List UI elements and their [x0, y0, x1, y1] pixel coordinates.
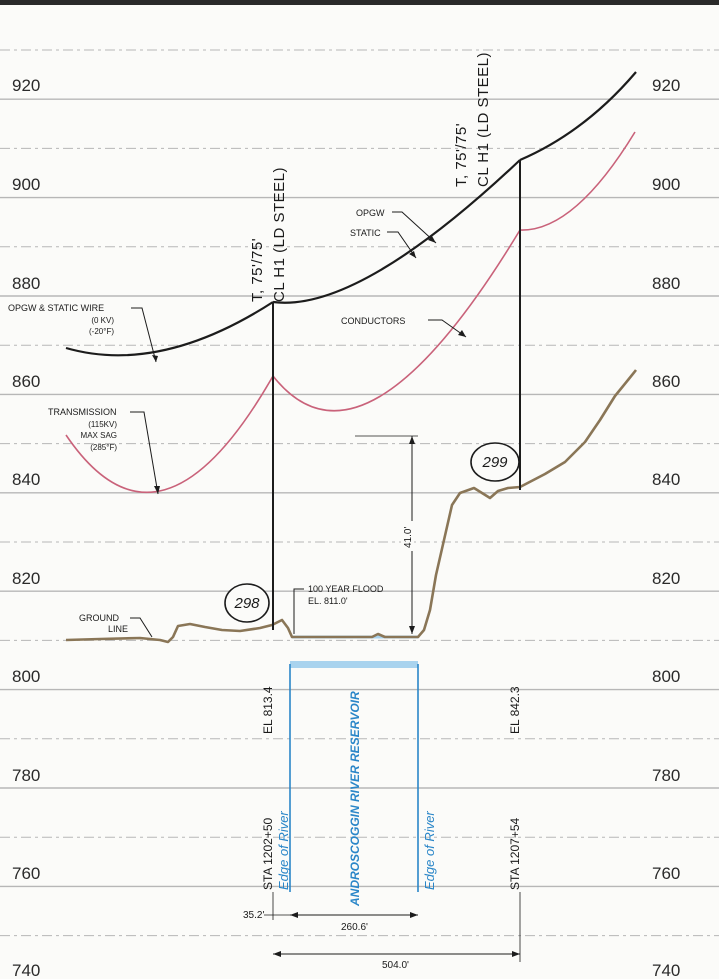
elev-left-860: 860: [12, 372, 40, 391]
tower-298-station: STA 1202+50 EL 813.4: [261, 686, 275, 890]
conductors-text: CONDUCTORS: [341, 316, 405, 326]
river-width-value: 260.6': [341, 922, 368, 933]
static-text: STATIC: [350, 228, 381, 238]
grid-lines: [0, 49, 719, 937]
elev-left-800: 800: [12, 667, 40, 686]
elev-right-840: 840: [652, 470, 680, 489]
transmission-title: TRANSMISSION: [48, 407, 117, 417]
flood-title: 100 YEAR FLOOD: [308, 584, 384, 594]
opgw-static-wire-temp: (-20°F): [89, 327, 114, 336]
span-value: 504.0': [382, 960, 409, 971]
conductors-callout: CONDUCTORS: [341, 316, 467, 338]
ground-line: [65, 369, 638, 644]
elev-left-780: 780: [12, 766, 40, 785]
tower-298-label: T, 75'/75' CL H1 (LD STEEL): [249, 167, 288, 302]
opgw-span-middle: [272, 159, 521, 304]
structure-298-circle: [224, 583, 270, 623]
opgw-static-wire-callout: OPGW & STATIC WIRE (0 KV) (-20°F): [8, 303, 158, 363]
elev-right-740: 740: [652, 961, 680, 979]
elev-right-880: 880: [652, 274, 680, 293]
elev-right-800: 800: [652, 667, 680, 686]
ground-line-callout: GROUND LINE: [79, 613, 153, 638]
tower-299-line2: CL H1 (LD STEEL): [475, 52, 492, 187]
elev-right-780: 780: [652, 766, 680, 785]
flood-callout: 100 YEAR FLOOD EL. 811.0': [293, 584, 384, 634]
structure-298-number: 298: [233, 595, 260, 612]
flood-band: [290, 661, 418, 668]
transmission-kv: (115KV): [88, 420, 117, 429]
elev-right-920: 920: [652, 76, 680, 95]
ground-line-subtitle: LINE: [108, 624, 128, 634]
tower-299-label: T, 75'/75' CL H1 (LD STEEL): [453, 52, 492, 187]
elev-right-760: 760: [652, 864, 680, 883]
opgw-span-right: [519, 71, 637, 162]
tower-299-line1: T, 75'/75': [453, 123, 470, 187]
tower-298-line2: CL H1 (LD STEEL): [271, 167, 288, 302]
elev-left-760: 760: [12, 864, 40, 883]
elevation-labels: 920 920 900 900 880 880 860 860 840 840 …: [12, 76, 680, 979]
river-name-label: ANDROSCOGGIN RIVER RESERVOIR: [348, 691, 362, 907]
elev-left-920: 920: [12, 76, 40, 95]
tower-298-sta: STA 1202+50: [261, 818, 275, 890]
conductor-span-middle: [272, 229, 521, 412]
transmission-callout: TRANSMISSION (115KV) MAX SAG (285°F): [48, 407, 160, 495]
river-name-text: ANDROSCOGGIN RIVER RESERVOIR: [348, 691, 362, 907]
tower-299-el: EL 842.3: [508, 686, 522, 734]
tower-299-station: STA 1207+54 EL 842.3: [508, 686, 522, 890]
conductor-span-left: [65, 375, 274, 494]
static-callout: STATIC: [350, 228, 417, 259]
offset-value: 35.2': [243, 910, 264, 921]
span-dimension: 504.0': [273, 892, 521, 971]
edge-of-river-right-label: Edge of River: [422, 811, 437, 890]
opgw-text: OPGW: [356, 208, 385, 218]
opgw-callout: OPGW: [356, 208, 437, 244]
transmission-maxsag: MAX SAG: [81, 431, 117, 440]
structure-299-number: 299: [481, 454, 508, 471]
opgw-span-left: [65, 301, 274, 357]
top-border: [0, 0, 719, 5]
conductor-span-right: [519, 131, 636, 231]
tower-298-el: EL 813.4: [261, 686, 275, 734]
edge-of-river-left-text: Edge of River: [276, 811, 291, 890]
clearance-dimension: 41.0': [355, 435, 418, 634]
clearance-value: 41.0': [403, 527, 414, 548]
elev-left-820: 820: [12, 569, 40, 588]
opgw-static-wire-kv: (0 KV): [91, 316, 114, 325]
elev-right-820: 820: [652, 569, 680, 588]
elev-left-840: 840: [12, 470, 40, 489]
elev-right-900: 900: [652, 175, 680, 194]
elev-left-740: 740: [12, 961, 40, 979]
opgw-static-wire-title: OPGW & STATIC WIRE: [8, 303, 104, 313]
elev-left-880: 880: [12, 274, 40, 293]
structure-299-circle: [470, 442, 520, 482]
river-width-dimension: 260.6': [290, 912, 418, 933]
tower-299-sta: STA 1207+54: [508, 818, 522, 890]
edge-of-river-left-label: Edge of River: [276, 811, 291, 890]
transmission-temp: (285°F): [90, 443, 117, 452]
edge-of-river-right-text: Edge of River: [422, 811, 437, 890]
offset-dimension: 35.2': [243, 892, 290, 921]
elev-left-900: 900: [12, 175, 40, 194]
tower-298-line1: T, 75'/75': [249, 238, 266, 302]
elev-right-860: 860: [652, 372, 680, 391]
flood-elevation: EL. 811.0': [308, 596, 348, 606]
ground-line-title: GROUND: [79, 613, 119, 623]
